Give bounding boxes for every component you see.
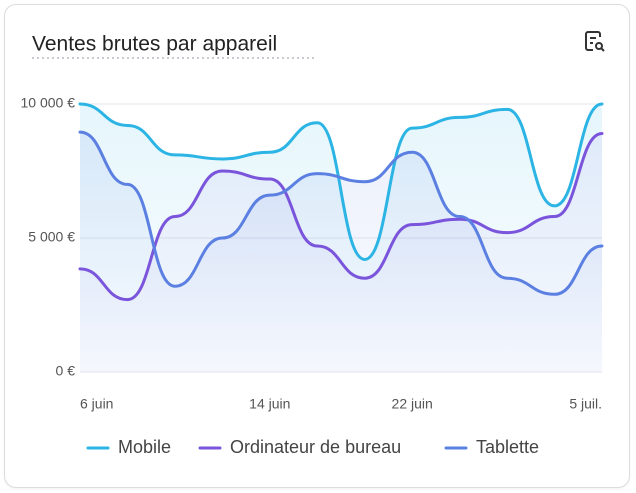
x-tick-label: 5 juil. <box>569 396 602 412</box>
legend-label: Ordinateur de bureau <box>230 437 401 457</box>
line <box>78 102 604 261</box>
legend-label: Mobile <box>118 437 171 457</box>
line <box>78 131 604 302</box>
y-tick-label: 5 000 € <box>28 229 75 245</box>
search-icon[interactable] <box>585 31 605 52</box>
x-tick-label: 14 juin <box>249 396 290 412</box>
y-tick-label: 0 € <box>56 363 76 379</box>
y-tick-label: 10 000 € <box>21 95 76 111</box>
line <box>78 130 604 296</box>
legend-label: Tablette <box>476 437 539 457</box>
x-tick-label: 22 juin <box>392 396 433 412</box>
x-tick-label: 6 juin <box>80 396 113 412</box>
chart-title: Ventes brutes par appareil <box>32 33 277 56</box>
area <box>80 132 602 372</box>
